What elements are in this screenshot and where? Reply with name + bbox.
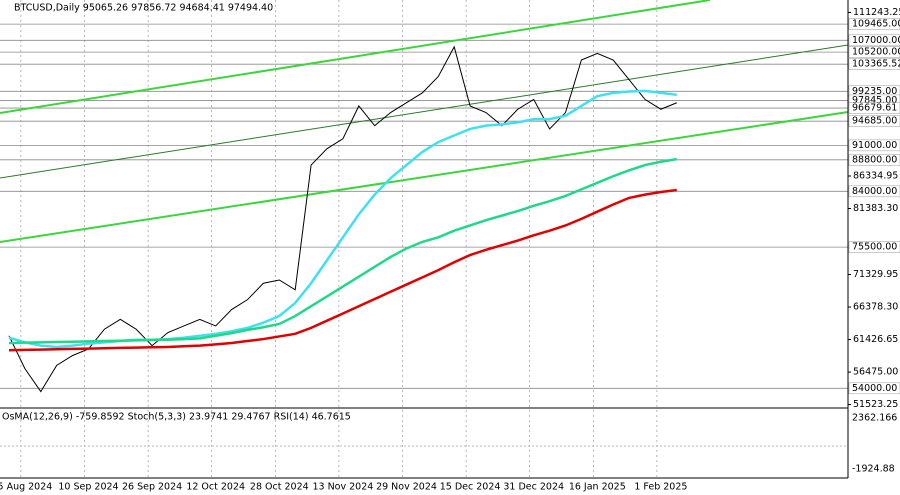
level-label: 96679.61 (852, 103, 897, 114)
level-label-box (848, 154, 900, 166)
y-tick-label: 81383.30 (853, 203, 898, 214)
trend-line (0, 44, 849, 179)
series-line (8, 45, 677, 393)
level-label: 103365.52 (852, 59, 900, 70)
level-label: 99235.00 (852, 86, 897, 97)
level-label: 105200.00 (852, 47, 900, 58)
y-tick-label: 56475.00 (853, 367, 898, 378)
x-tick-label: 31 Dec 2024 (503, 482, 564, 493)
series-line (8, 188, 677, 352)
y-tick-label: 86334.95 (853, 171, 898, 182)
chart-title: BTCUSD,Daily 95065.26 97856.72 94684.41 … (14, 3, 273, 14)
osc-tick-label: 2362.166 (852, 413, 897, 424)
level-label-box (848, 34, 900, 47)
x-tick-label: 10 Sep 2024 (58, 482, 118, 493)
level-label-box (848, 46, 900, 58)
x-tick-label: 29 Nov 2024 (376, 482, 437, 493)
level-label: 97845.00 (852, 95, 897, 106)
level-label: 91000.00 (852, 140, 897, 151)
y-tick-label: 71329.95 (853, 269, 898, 280)
x-tick-label: 15 Dec 2024 (440, 482, 501, 493)
x-tick-label: 28 Oct 2024 (250, 482, 309, 493)
trend-line (0, 111, 849, 243)
x-tick-label: 1 Feb 2025 (634, 482, 687, 493)
grid (0, 0, 851, 478)
y-tick-label: 51523.25 (853, 399, 898, 410)
level-label-box (848, 18, 900, 30)
level-label: 88800.00 (852, 154, 897, 165)
x-tick-label: 5 Aug 2024 (0, 482, 52, 493)
indicator-label: OsMA(12,26,9) -759.8592 Stoch(5,3,3) 23.… (2, 412, 351, 423)
y-tick-label: 66378.30 (853, 302, 898, 313)
level-label: 107000.00 (852, 35, 900, 46)
level-label-box (848, 382, 900, 395)
level-label-box (848, 241, 900, 253)
level-label: 54000.00 (852, 383, 897, 394)
marks (8, 45, 678, 393)
level-label: 109465.00 (852, 19, 900, 30)
trend-line (0, 0, 711, 114)
x-tick-label: 26 Sep 2024 (122, 482, 182, 493)
x-tick-label: 13 Nov 2024 (312, 482, 373, 493)
level-label: 75500.00 (852, 242, 897, 253)
x-tick-label: 12 Oct 2024 (186, 482, 245, 493)
level-label-box (848, 185, 900, 198)
osc-tick-label: -1924.88 (852, 464, 895, 475)
x-tick-label: 16 Jan 2025 (569, 482, 626, 493)
level-label: 94685.00 (852, 116, 897, 127)
level-label-box (848, 115, 900, 127)
y-tick-label: 111243.25 (853, 7, 900, 18)
level-label: 84000.00 (852, 186, 897, 197)
level-label-box (848, 58, 900, 70)
level-label-box (848, 102, 900, 114)
y-tick-label: 61426.65 (853, 334, 898, 345)
series-line (8, 157, 678, 345)
level-label-box (848, 139, 900, 152)
